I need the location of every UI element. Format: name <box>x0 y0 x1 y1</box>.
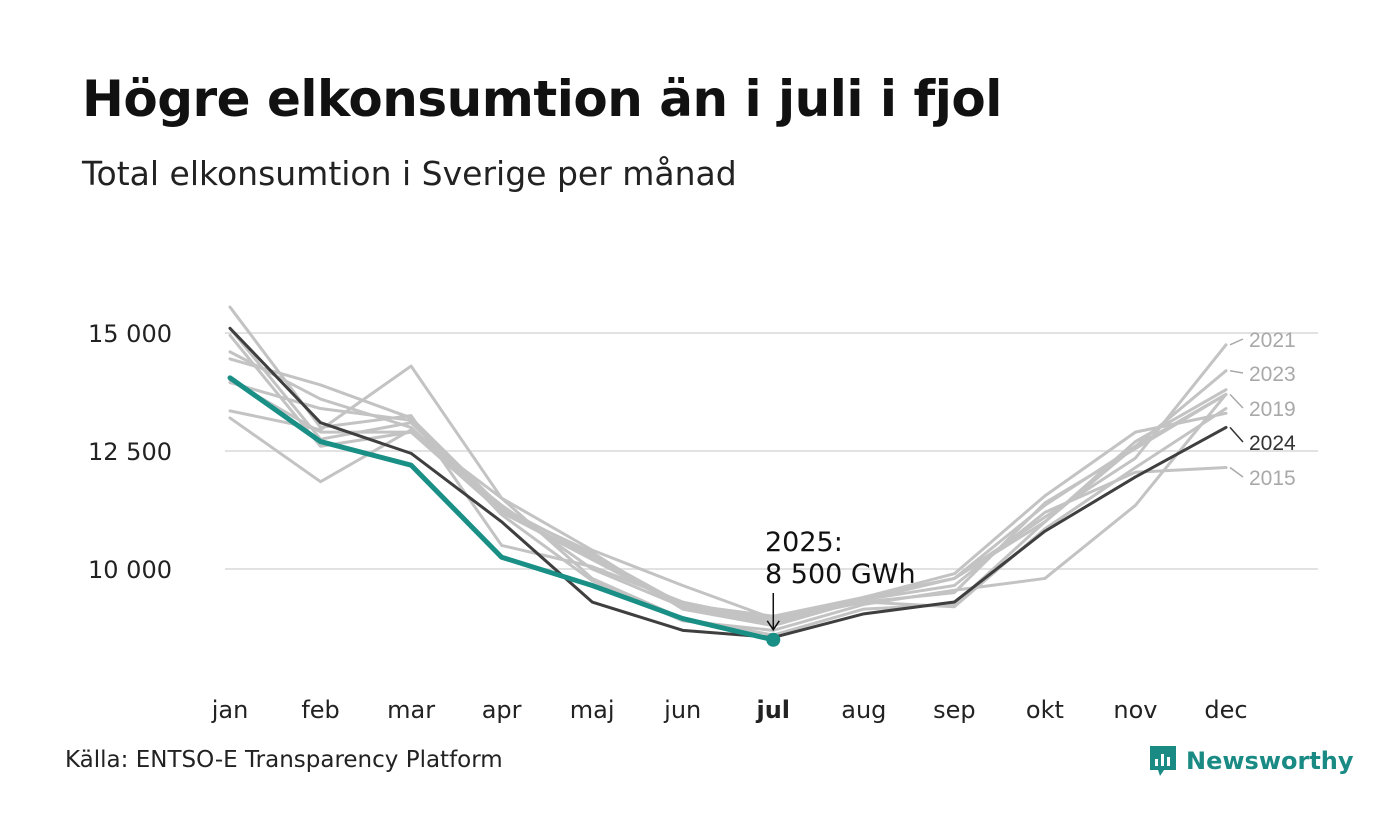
x-tick-label: nov <box>1113 696 1157 724</box>
chart-title: Högre elkonsumtion än i juli i fjol <box>82 70 1002 128</box>
x-tick-label: dec <box>1204 696 1247 724</box>
x-tick-label: sep <box>933 696 976 724</box>
x-tick-label: aug <box>841 696 886 724</box>
series-label-2024: 2024 <box>1249 432 1296 455</box>
series-label-2015: 2015 <box>1249 467 1296 490</box>
series-line-2019 <box>228 333 1228 623</box>
newsworthy-logo-icon <box>1150 746 1176 776</box>
newsworthy-logo[interactable]: Newsworthy <box>1148 744 1354 778</box>
annotation-year: 2025: <box>765 527 843 558</box>
x-tick-label: jun <box>663 696 701 724</box>
x-tick-label: maj <box>570 696 615 724</box>
x-tick-label: jan <box>211 696 249 724</box>
x-tick-label: mar <box>387 696 435 724</box>
annotation-arrow-head <box>766 620 780 632</box>
series-line-2016 <box>228 407 1228 621</box>
series-line-2024 <box>228 326 1228 639</box>
y-tick-label: 15 000 <box>88 320 172 348</box>
series-line-2021 <box>228 343 1228 621</box>
x-tick-label: feb <box>301 696 339 724</box>
annotation: 2025:8 500 GWh <box>765 527 916 647</box>
series-line-2022 <box>228 357 1228 618</box>
series-labels: 2015 2019 2021 2023 2024 <box>1229 329 1296 490</box>
series-line-2015 <box>228 326 1228 628</box>
x-tick-label: okt <box>1026 696 1064 724</box>
series-label-leader <box>1229 370 1244 374</box>
annotation-value: 8 500 GWh <box>765 559 916 590</box>
series-label-2021: 2021 <box>1249 329 1296 352</box>
series-line-2020 <box>228 381 1228 632</box>
x-axis-ticks: jan feb mar apr maj jun jul aug sep okt nov dec <box>211 696 1248 724</box>
y-tick-label: 12 500 <box>88 438 172 466</box>
x-tick-label: jul <box>755 696 790 724</box>
series-label-leader <box>1229 393 1244 409</box>
x-tick-label: apr <box>482 696 522 724</box>
highlight-point <box>766 632 781 647</box>
source-note: Källa: ENTSO-E Transparency Platform <box>65 747 503 773</box>
series-line-2023 <box>228 369 1228 625</box>
chart-subtitle: Total elkonsumtion i Sverige per månad <box>82 154 737 193</box>
series-label-leader <box>1229 466 1244 478</box>
series-label-leader <box>1229 426 1244 443</box>
newsworthy-logo-text: Newsworthy <box>1186 747 1354 775</box>
series-label-leader <box>1229 338 1244 346</box>
series-lines <box>227 305 1228 643</box>
series-line-2025 <box>227 375 776 643</box>
series-line-2017 <box>228 305 1228 623</box>
series-label-2023: 2023 <box>1249 363 1296 386</box>
series-label-2019: 2019 <box>1249 398 1296 421</box>
y-tick-label: 10 000 <box>88 556 172 584</box>
y-axis-ticks: 15 000 12 500 10 000 <box>88 320 172 584</box>
